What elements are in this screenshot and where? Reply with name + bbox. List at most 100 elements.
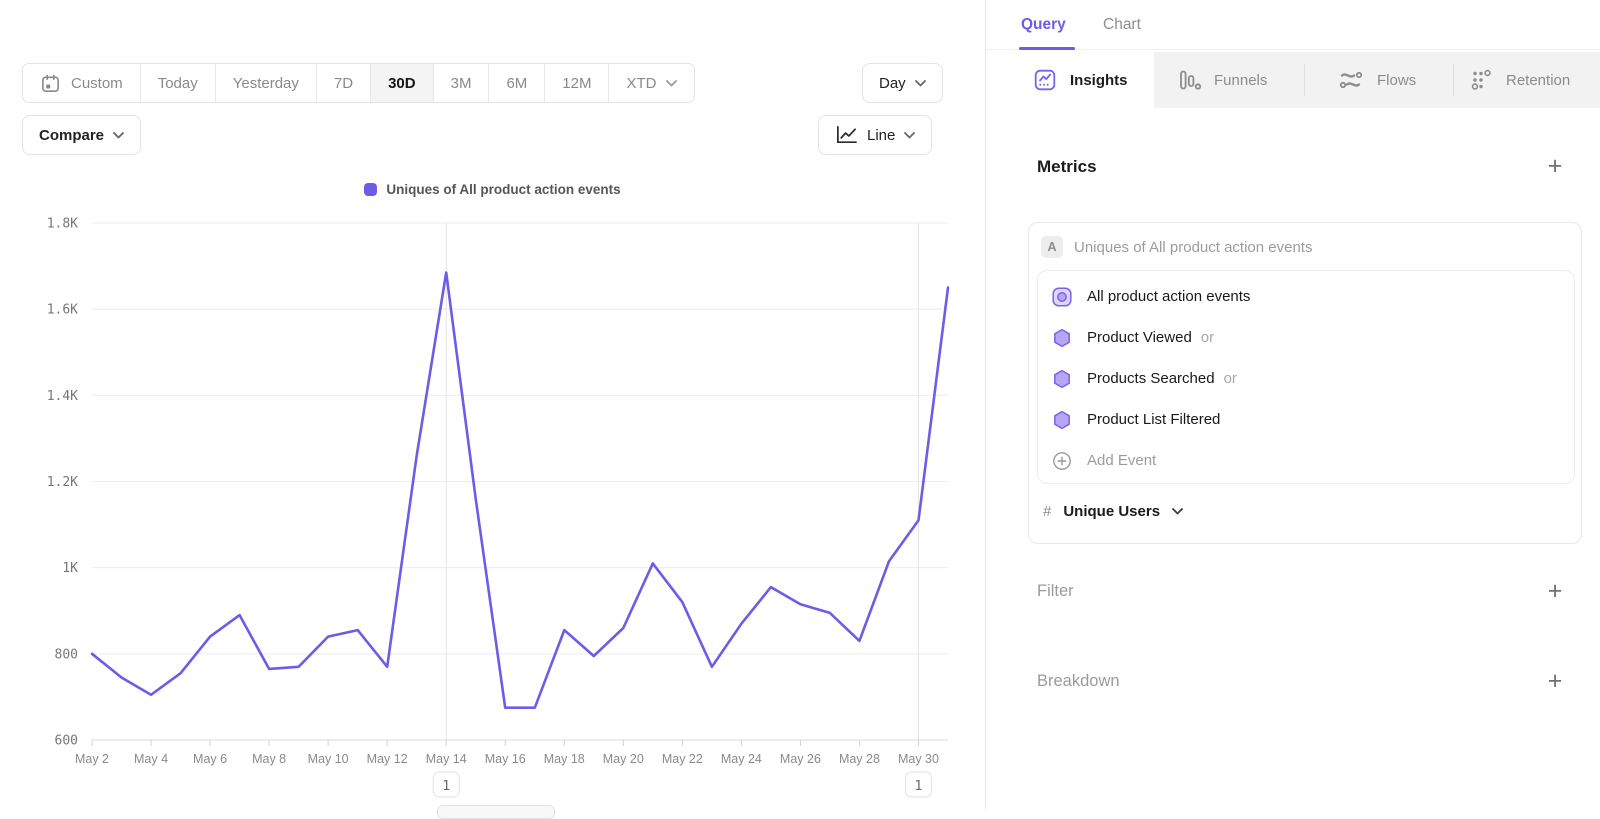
chevron-down-icon [666,79,678,87]
tab-funnels[interactable]: Funnels [1154,52,1304,108]
x-axis-label: May 8 [252,752,286,766]
annotation-marker[interactable] [432,771,460,798]
metric-group-header[interactable]: A Uniques of All product action events [1041,236,1312,258]
metrics-title: Metrics [1037,157,1097,176]
chart-type-dropdown[interactable]: Line [818,115,933,155]
y-axis-label: 1K [62,561,78,576]
x-axis-label: May 18 [544,752,585,766]
metric-group-title: Uniques of All product action events [1074,238,1313,256]
x-axis-label: May 24 [721,752,762,766]
chart-legend[interactable]: Uniques of All product action events [0,182,985,197]
granularity-dropdown[interactable]: Day [862,63,943,103]
filter-title: Filter [1037,582,1074,600]
add-event-button[interactable]: Add Event [1038,440,1574,481]
y-axis-label: 600 [55,734,78,749]
or-connector: or [1223,370,1237,387]
chart-panel: Custom Today Yesterday 7D 30D 3M 6M 12M XTD Day … [0,63,985,819]
panel-tab-row: Query Chart [986,0,1600,50]
add-filter-button[interactable]: + [1542,578,1568,604]
y-axis-label: 1.2K [47,475,78,490]
annotation-count: 1 [442,778,450,794]
annotation-marker[interactable] [904,771,932,798]
event-name: Add Event [1087,452,1157,469]
y-axis-label: 800 [55,647,78,662]
x-axis-label: May 30 [898,752,939,766]
compare-label: Compare [39,126,105,144]
metric-badge: A [1041,236,1063,258]
line-chart[interactable]: 600 800 1K 1.2K 1.4K 1.6K 1.8K May 2 May 4 May 6 M… [0,210,985,809]
flows-icon [1339,69,1364,91]
x-axis-label: May 2 [75,752,109,766]
event-name: All product action events [1087,288,1251,305]
x-axis-label: May 4 [134,752,168,766]
x-axis-label: May 16 [485,752,526,766]
date-range-yesterday[interactable]: Yesterday [215,64,317,102]
event-row-3[interactable]: Products Searched or [1038,358,1574,399]
event-hexagon-icon [1052,369,1072,389]
add-circle-icon [1052,451,1072,471]
tab-label: Insights [1070,71,1128,89]
legend-swatch-icon [364,183,378,196]
event-row-2[interactable]: Product Viewed or [1038,317,1574,358]
date-range-30d[interactable]: 30D [371,64,434,102]
insights-icon [1033,68,1057,92]
x-axis-label: May 10 [308,752,349,766]
event-row-1[interactable]: All product action events [1038,276,1574,317]
x-axis-label: May 22 [662,752,703,766]
retention-icon [1470,69,1493,92]
line-chart-icon [835,125,858,145]
chart-type-label: Line [867,126,896,144]
tab-label: Retention [1506,71,1571,89]
date-range-selector: Custom Today Yesterday 7D 30D 3M 6M 12M XTD [22,63,696,103]
y-axis-label: 1.4K [47,389,78,404]
event-row-4[interactable]: Product List Filtered [1038,399,1574,440]
all-events-icon [1052,286,1072,307]
tab-chart[interactable]: Chart [1103,16,1141,33]
x-axis-label: May 14 [426,752,467,766]
funnels-icon [1178,69,1201,92]
tab-query[interactable]: Query [1021,16,1066,33]
annotation-count: 1 [914,778,922,794]
event-name: Products Searched [1087,370,1215,387]
date-range-today[interactable]: Today [140,64,216,102]
active-tab-underline [1019,47,1075,50]
chart-scrollbar[interactable] [437,805,555,819]
date-range-3m[interactable]: 3M [433,64,490,102]
number-icon: # [1043,503,1052,520]
event-hexagon-icon [1052,410,1072,430]
y-axis-label: 1.8K [47,217,78,232]
tab-retention[interactable]: Retention [1453,52,1600,108]
granularity-label: Day [879,74,906,92]
data-line-series[interactable] [90,271,950,710]
tab-insights[interactable]: Insights [996,52,1154,108]
x-axis-label: May 6 [193,752,227,766]
x-axis-label: May 26 [780,752,821,766]
event-hexagon-icon [1052,328,1072,348]
date-range-12m[interactable]: 12M [545,64,610,102]
chevron-down-icon [113,131,124,139]
report-tabbar [1154,52,1600,108]
breakdown-title: Breakdown [1037,672,1120,690]
add-metric-button[interactable]: + [1542,153,1568,179]
tab-label: Flows [1377,71,1417,89]
events-card: All product action events Product Viewed o… [1037,270,1575,484]
date-range-xtd[interactable]: XTD [609,64,695,102]
compare-dropdown[interactable]: Compare [22,115,142,155]
measurement-label: Unique Users [1063,503,1161,520]
date-range-custom[interactable]: Custom [23,64,141,102]
x-axis-label: May 12 [367,752,408,766]
or-connector: or [1200,329,1215,346]
chevron-down-icon [1172,508,1183,515]
calendar-icon [40,73,61,94]
query-panel: Query Chart Insights Funnels Flows Retentio… [985,0,1600,809]
chevron-down-icon [914,79,926,87]
add-breakdown-button[interactable]: + [1542,668,1568,694]
chevron-down-icon [904,131,916,139]
tab-flows[interactable]: Flows [1304,52,1453,108]
date-range-6m[interactable]: 6M [489,64,546,102]
date-range-7d[interactable]: 7D [316,64,372,102]
x-axis-label: May 28 [839,752,880,766]
measurement-dropdown[interactable]: # Unique Users [1043,503,1183,520]
y-axis-label: 1.6K [47,303,78,318]
legend-label: Uniques of All product action events [386,182,621,197]
